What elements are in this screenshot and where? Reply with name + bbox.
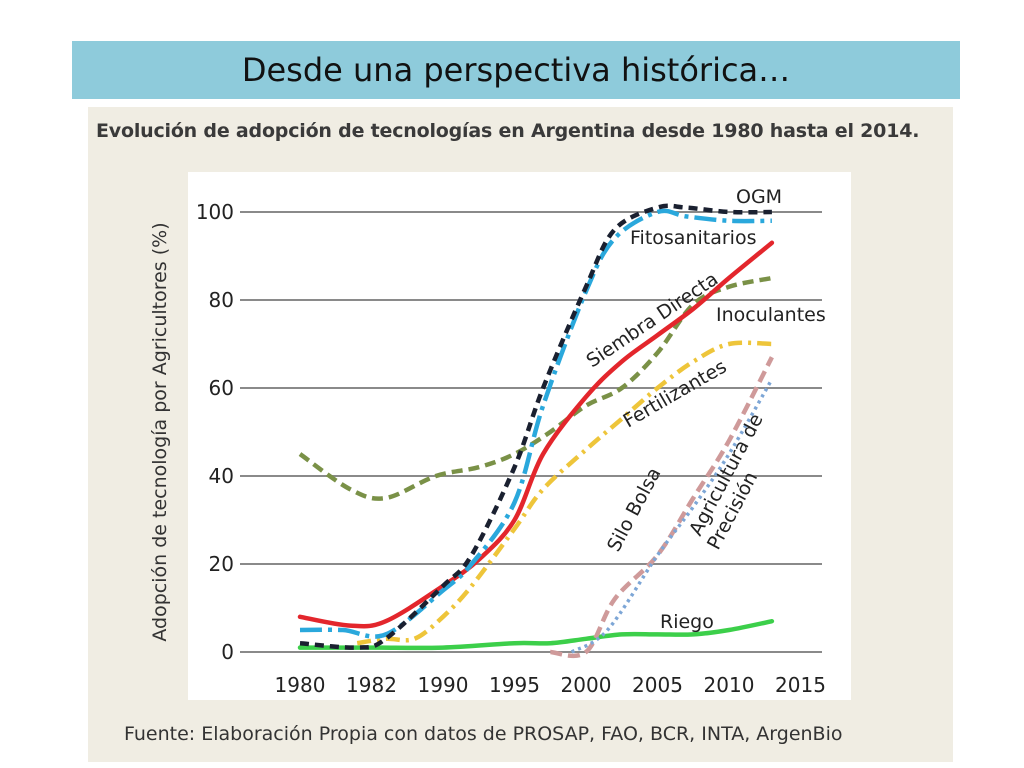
series-line-ogm — [299, 203, 772, 650]
x-tick-label: 1982 — [346, 673, 397, 697]
label-siembra-directa: Siembra Directa — [582, 268, 722, 372]
y-tick-label: 0 — [221, 640, 234, 664]
slide-title-bar: Desde una perspectiva histórica… — [72, 41, 960, 99]
plot-area — [188, 172, 851, 700]
slide-title: Desde una perspectiva histórica… — [241, 51, 791, 89]
label-inoculantes: Inoculantes — [716, 304, 826, 326]
chart-title: Evolución de adopción de tecnologías en … — [96, 120, 920, 142]
y-tick-label: 40 — [209, 464, 234, 488]
chart-source: Fuente: Elaboración Propia con datos de … — [124, 723, 843, 745]
x-tick-label: 2010 — [704, 673, 755, 697]
label-fitosanitarios: Fitosanitarios — [630, 227, 756, 249]
series-line-inoculantes — [298, 275, 773, 501]
x-tick-label: 1990 — [418, 673, 469, 697]
y-tick-label: 60 — [209, 376, 234, 400]
y-axis-label: Adopción de tecnología por Agricultores … — [149, 222, 171, 641]
x-tick-label: 2015 — [775, 673, 826, 697]
chart-text: Adopción de tecnología por Agricultores … — [149, 186, 826, 642]
y-tick-label: 80 — [209, 288, 234, 312]
series-line-riego — [297, 618, 775, 651]
label-ogm: OGM — [736, 186, 782, 208]
y-tick-label: 20 — [209, 552, 234, 576]
label-riego: Riego — [660, 611, 714, 633]
label-fertilizantes: Fertilizantes — [620, 356, 731, 433]
x-tick-label: 1995 — [489, 673, 540, 697]
series-line-agricultura-precision — [570, 378, 774, 654]
series-lines — [297, 203, 775, 659]
series-line-fitosanitarios — [299, 208, 772, 639]
x-tick-label: 2005 — [632, 673, 683, 697]
x-tick-label: 1980 — [275, 673, 326, 697]
label-silo-bolsa: Silo Bolsa — [603, 464, 666, 555]
x-tick-label: 2000 — [561, 673, 612, 697]
series-line-silo-bolsa — [550, 356, 774, 659]
y-tick-label: 100 — [196, 200, 234, 224]
grid: 0 20 40 60 80 100 1980 1982 1990 1995 2000 2005 2010… — [196, 200, 826, 697]
series-line-siembra-directa — [297, 240, 775, 629]
